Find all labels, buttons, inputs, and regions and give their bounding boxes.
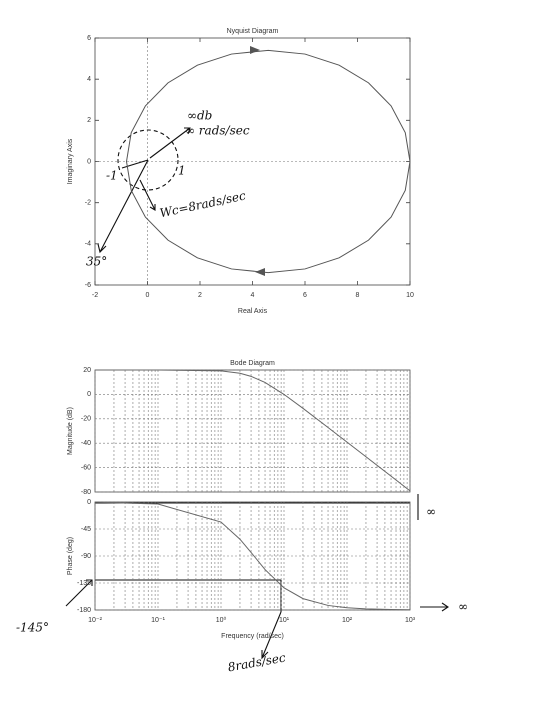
handwritten-note: ∞ <box>458 600 468 614</box>
ink-arrow <box>97 159 149 254</box>
y-tick-label: -2 <box>85 200 91 207</box>
y-tick-label: 6 <box>87 35 91 42</box>
ink-arrow <box>149 127 191 159</box>
x-tick-label: 10² <box>342 617 353 624</box>
direction-arrow <box>250 46 260 54</box>
y-axis-label: Phase (deg) <box>67 537 74 575</box>
chart-title: Nyquist Diagram <box>227 28 279 35</box>
y-tick-label: -135 <box>77 580 91 587</box>
x-tick-label: 10 <box>406 292 414 299</box>
x-tick-label: 8 <box>356 292 360 299</box>
unit-circle-sketch <box>117 129 179 191</box>
x-tick-label: 4 <box>251 292 255 299</box>
curve <box>125 49 411 274</box>
x-tick-label: 6 <box>303 292 307 299</box>
y-tick-label: -80 <box>81 489 91 496</box>
handwritten-note: ∞db <box>187 109 212 123</box>
y-tick-label: -60 <box>81 464 91 471</box>
plot-frame <box>94 369 411 493</box>
x-tick-label: -2 <box>92 292 98 299</box>
x-axis-label: Real Axis <box>238 308 268 315</box>
ink-arrow <box>65 579 93 607</box>
x-tick-label: 10⁰ <box>216 616 227 624</box>
y-tick-label: -4 <box>85 241 91 248</box>
chart-title: Bode Diagram <box>230 360 275 367</box>
y-tick-label: -45 <box>81 526 91 533</box>
ink-line <box>121 159 149 169</box>
handwritten-note: 35° <box>86 255 107 269</box>
x-tick-label: 0 <box>146 292 150 299</box>
y-tick-label: -90 <box>81 553 91 560</box>
ink-arrow <box>139 179 156 211</box>
y-tick-label: 0 <box>87 499 91 506</box>
x-axis-label: Frequency (rad/sec) <box>221 633 284 640</box>
y-tick-label: -180 <box>77 607 91 614</box>
handwritten-note: -1 <box>106 169 118 183</box>
x-tick-label: 10⁻² <box>88 617 102 624</box>
curve <box>94 501 411 611</box>
y-axis-label: Imaginary Axis <box>67 138 74 184</box>
y-tick-label: 0 <box>87 391 91 398</box>
handwritten-note: Wc=8rads/sec <box>158 188 247 220</box>
x-tick-label: 2 <box>198 292 202 299</box>
handwritten-note: ∞ rads/sec <box>185 124 250 138</box>
y-tick-label: -40 <box>81 440 91 447</box>
y-tick-label: 0 <box>87 158 91 165</box>
x-tick-label: 10³ <box>405 617 416 624</box>
y-tick-label: -20 <box>81 416 91 423</box>
y-tick-label: 2 <box>87 117 91 124</box>
handwritten-note: ∞ <box>426 505 436 519</box>
curve <box>95 369 411 492</box>
x-tick-label: 10⁻¹ <box>151 617 165 624</box>
y-tick-label: 4 <box>87 76 91 83</box>
handwritten-note: 1 <box>178 164 186 178</box>
handwritten-note: 8rads/sec <box>227 650 287 674</box>
y-tick-label: 20 <box>83 367 91 374</box>
ink-arrow <box>420 602 449 612</box>
handwritten-note: -145° <box>16 621 49 635</box>
y-axis-label: Magnitude (dB) <box>67 407 74 455</box>
x-tick-label: 10¹ <box>279 617 290 624</box>
y-tick-label: -6 <box>85 282 91 289</box>
